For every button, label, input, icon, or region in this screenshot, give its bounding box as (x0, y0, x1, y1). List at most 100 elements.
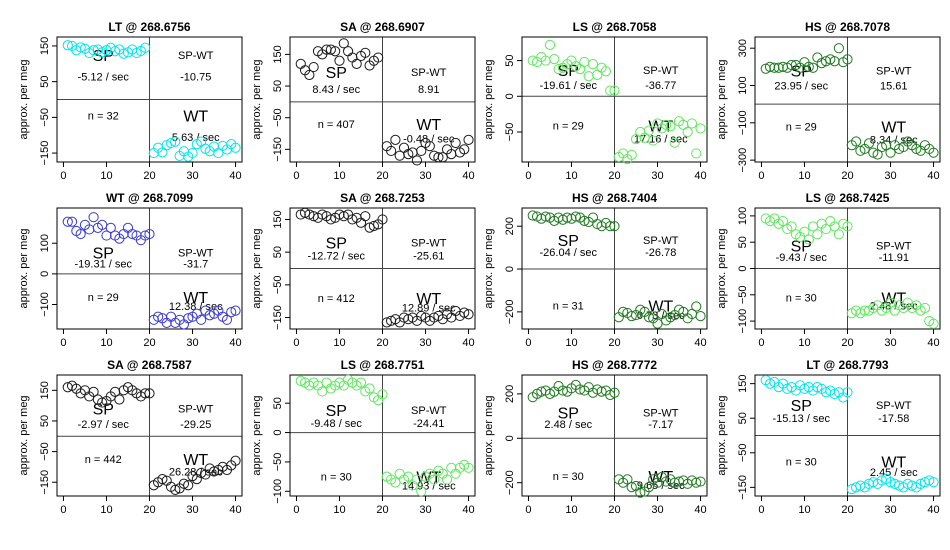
wt-point (170, 484, 181, 495)
sp-point (807, 62, 819, 73)
x-tick-label: 30 (186, 170, 198, 182)
diff-label: SP-WT (411, 237, 447, 249)
sp-point (373, 52, 384, 63)
chart-title: LS @ 268.7425 (806, 191, 890, 205)
x-tick-label: 40 (927, 337, 939, 349)
y-axis-label: approx. per meg (716, 228, 728, 308)
wt-point (459, 307, 470, 318)
sp-point (833, 43, 844, 54)
wt-point (902, 478, 913, 489)
wt-point (183, 313, 194, 324)
wt-label: WT (183, 290, 208, 307)
y-tick-label: −100 (737, 309, 749, 334)
wt-point (652, 318, 663, 329)
y-tick-label: 150 (737, 374, 749, 392)
n-count: n = 412 (318, 293, 355, 305)
sp-rate: 2.48 / sec (544, 419, 592, 431)
sp-point (66, 216, 78, 227)
diff-label: SP-WT (178, 404, 214, 416)
wt-point (390, 134, 401, 145)
sp-point (596, 386, 607, 397)
y-tick-label: 50 (272, 80, 284, 92)
wt-point (170, 136, 181, 147)
x-tick-label: 10 (100, 337, 112, 349)
sp-point (812, 229, 823, 240)
sp-label: SP (558, 233, 579, 250)
y-tick-label: 200 (504, 385, 516, 403)
wt-point (429, 474, 440, 485)
sp-point (842, 54, 853, 65)
sp-point (587, 59, 599, 70)
sp-point (829, 388, 840, 400)
wt-rate: 17.16 / sec (634, 133, 688, 145)
wt-point (885, 477, 896, 488)
sp-rate: -19.31 / sec (75, 258, 133, 270)
sp-point (330, 46, 341, 57)
sp-point (799, 226, 810, 237)
sp-point (308, 61, 319, 73)
x-tick-label: 30 (884, 504, 896, 516)
wt-point (626, 311, 637, 322)
x-tick-label: 40 (694, 170, 706, 182)
n-count: n = 31 (553, 300, 584, 312)
sp-rate: 8.43 / sec (312, 84, 360, 96)
wt-point (863, 478, 875, 489)
x-tick-label: 40 (927, 504, 939, 516)
wt-point (433, 152, 444, 163)
sp-point (773, 62, 784, 73)
y-tick-label: −100 (737, 110, 749, 135)
sp-point (144, 228, 155, 240)
sp-point (769, 62, 780, 73)
y-tick-label: 50 (39, 76, 51, 88)
sp-point (355, 377, 367, 388)
sp-point (334, 55, 345, 66)
sp-label: SP (791, 398, 812, 415)
chart-panel: LT @ 268.7793 0 10 20 30 40 150 50 −50 −150 approx… (716, 358, 941, 516)
sp-rate: -5.12 / sec (78, 71, 130, 83)
y-axis-label: approx. per meg (483, 228, 495, 308)
wt-point (381, 317, 392, 328)
x-tick-label: 10 (565, 337, 577, 349)
diff-value: -7.17 (648, 419, 673, 431)
wt-point (165, 311, 177, 322)
sp-label: SP (326, 403, 347, 420)
wt-point (885, 147, 896, 158)
sp-point (562, 212, 573, 223)
y-tick-label: 0 (272, 430, 284, 436)
sp-label: SP (93, 402, 114, 419)
chart-panel: WT @ 268.7099 0 10 20 30 40 100 0 −100 approx. pe… (18, 191, 243, 349)
x-tick-label: 10 (333, 337, 345, 349)
sp-point (140, 230, 151, 241)
wt-point (618, 306, 629, 317)
sp-point (579, 215, 590, 226)
sp-point (118, 48, 129, 59)
wt-point (416, 310, 427, 322)
diff-value: -31.7 (183, 258, 208, 270)
wt-point (178, 478, 190, 489)
y-tick-label: 0 (504, 93, 516, 99)
x-tick-label: 30 (884, 170, 896, 182)
sp-point (803, 234, 814, 245)
wt-point (157, 474, 168, 485)
sp-point (334, 209, 345, 220)
sp-point (62, 40, 73, 51)
sp-point (114, 394, 125, 405)
sp-point (777, 216, 789, 227)
wt-point (437, 152, 448, 163)
diff-label: SP-WT (876, 66, 912, 78)
wt-point (695, 476, 706, 487)
y-tick-label: 150 (272, 210, 284, 228)
y-tick-label: 0 (39, 271, 51, 277)
sp-point (544, 39, 556, 50)
wt-point (221, 314, 233, 325)
wt-point (208, 466, 220, 477)
sp-point (88, 386, 99, 397)
diff-value: -11.91 (879, 252, 909, 264)
diff-label: SP-WT (643, 235, 679, 247)
sp-point (368, 220, 379, 232)
sp-point (351, 58, 362, 69)
wt-point (183, 480, 194, 491)
x-tick-label: 0 (758, 504, 764, 516)
chart-title: LS @ 268.7751 (341, 358, 425, 372)
wt-point (411, 155, 423, 166)
